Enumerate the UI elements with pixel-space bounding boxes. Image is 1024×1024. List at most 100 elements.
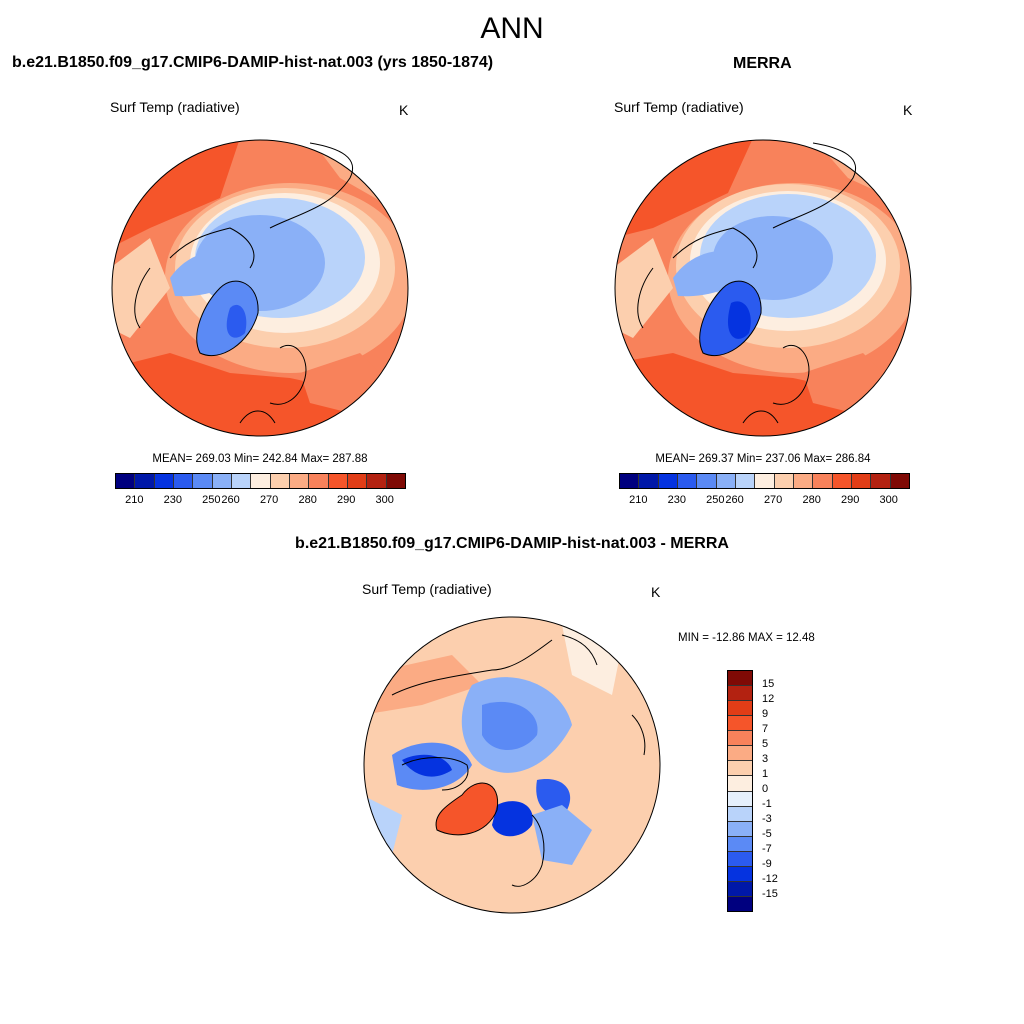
panel-3-colorbar-segment [728,745,752,761]
panel-1-colorbar-tick-label: 210 [125,494,144,506]
panel-3-colorbar-segment [728,835,752,851]
panel-3-coastline-scandinavia [511,814,545,887]
panel-1-colorbar-segment [346,474,367,488]
panel-2-colorbar-tick-label: 210 [629,494,648,506]
panel-1-colorbar-segment [385,474,405,488]
panel-3-strong-negative [492,801,533,837]
panel-1-coastline-a [169,227,255,269]
panel-1-colorbar-tick-label: 250 [202,494,221,506]
panel-3-colorbar-tick-label: 12 [762,693,775,705]
panel-3-colorbar-tick-label: -7 [762,843,772,855]
panel-2-colorbar-segment [638,474,658,488]
panel-1-colorbar-tick-label: 230 [163,494,182,506]
panel-1-coastline-europe [269,345,307,405]
panel-2-colorbar-segment [889,474,909,488]
panel-3-colorbar-segment [728,850,752,866]
panel-1-colorbar-segment [288,474,309,488]
panel-2-coastline-greenland [699,280,762,357]
panel-3-colorbar-tick-label: -3 [762,813,772,825]
panel-3-colorbar-segment [728,760,752,776]
panel-1-colorbar-tick-label: 280 [298,494,317,506]
panel-2-coastline-uk [742,410,779,424]
panel-1-colorbar-segment [116,474,135,488]
panel-2-colorbar-tick-label: 300 [879,494,898,506]
panel-2-stats: MEAN= 269.37 Min= 237.06 Max= 286.84 [655,453,871,465]
panel-2-colorbar-segment [754,474,774,488]
panel-2-arctic-ocean [713,216,833,300]
panel-3-colorbar-tick-label: 5 [762,738,769,750]
panel-2-colorbar-ticks: 210 230 250 260 270 280 290 300 [619,494,908,508]
panel-3-coastline-east [631,714,646,756]
panel-1-colorbar-tick-label: 300 [375,494,394,506]
panel-3-coastline-archipelago [401,757,469,791]
panel-2-colorbar-tick-label: 260 [725,494,744,506]
panel-1-colorbar-segment [366,474,386,488]
panel-3-variable-label: Surf Temp (radiative) [362,581,492,597]
panel-1-map-border [111,139,409,437]
panel-1-canadian-archipelago [170,251,250,297]
figure-title: ANN [480,12,544,45]
panel-3-colorbar-tick-label: 9 [762,708,769,720]
panel-1-colorbar-segment [153,474,173,488]
panel-2-greenland-core [727,301,751,339]
panel-1-colorbar-segment [211,474,231,488]
panel-3-title: b.e21.B1850.f09_g17.CMIP6-DAMIP-hist-nat… [295,535,729,552]
panel-1-colorbar-tick-label: 270 [259,494,279,506]
panel-2-colorbar-segment [792,474,813,488]
panel-1-colorbar-segment [134,474,154,488]
panel-2-map-border [614,139,912,437]
panel-1-coastline-siberia [269,142,353,229]
panel-1-variable-label: Surf Temp (radiative) [110,99,240,115]
panel-2-coastline-alaska [637,267,654,329]
panel-3-colorbar-tick-label: 7 [762,723,769,735]
panel-3-colorbar-segment [728,715,752,731]
panel-1-colorbar-segment [308,474,328,488]
panel-1-colorbar-segment [230,474,251,488]
panel-3-colorbar-tick-label: -5 [762,828,772,840]
panel-1-alaska-region [112,238,170,338]
panel-1-colorbar-segment [269,474,289,488]
panel-2-colorbar-tick-label: 270 [763,494,783,506]
panel-2-units-label: K [903,102,913,118]
panel-2-colorbar-segment [620,474,639,488]
panel-1-colorbar-tick-label: 290 [337,494,356,506]
panel-1-colorbar [115,473,406,489]
panel-3-greenland-positive [436,783,498,835]
panel-3-colorbar-tick-label: 15 [762,678,775,690]
panel-2-colorbar-segment [657,474,677,488]
panel-3-colorbar-tick-label: -15 [762,888,778,900]
panel-3-colorbar-segment [728,790,752,806]
panel-2-variable-label: Surf Temp (radiative) [614,99,744,115]
panel-3-colorbar-segment [728,730,752,746]
panel-2-colorbar [619,473,910,489]
panel-3-colorbar-ticks: 15 12 9 7 5 3 1 0 -1 -3 -5 -7 -9 -12 -15 [762,670,802,910]
panel-3-stats: MIN = -12.86 MAX = 12.48 [678,632,815,644]
panel-2-colorbar-tick-label: 280 [802,494,821,506]
panel-2-colorbar-segment [715,474,735,488]
panel-1-colorbar-tick-label: 260 [221,494,240,506]
panel-3-colorbar-segment [728,671,752,686]
panel-2-canadian-archipelago [673,251,753,297]
panel-2-colorbar-segment [870,474,890,488]
panel-3-colorbar-tick-label: 1 [762,768,769,780]
panel-2-colorbar-segment [734,474,755,488]
panel-3-polar-map [363,616,661,914]
panel-2-colorbar-segment [773,474,793,488]
panel-1-title: b.e21.B1850.f09_g17.CMIP6-DAMIP-hist-nat… [12,54,494,71]
panel-3-colorbar-segment [728,880,752,896]
panel-2-title: MERRA [733,55,792,72]
panel-2-coastline-siberia [772,142,856,229]
panel-1-coastline-uk [239,410,276,424]
panel-3-colorbar-tick-label: 3 [762,753,769,765]
panel-2-colorbar-segment [676,474,697,488]
panel-1-colorbar-segment [250,474,270,488]
panel-2-colorbar-segment [831,474,851,488]
panel-3-colorbar-tick-label: -12 [762,873,778,885]
panel-3-colorbar [727,670,753,912]
panel-1-coastline-greenland [196,280,259,357]
panel-1-stats: MEAN= 269.03 Min= 242.84 Max= 287.88 [152,453,368,465]
panel-3-coastline-greenland [435,782,499,836]
panel-2-colorbar-tick-label: 290 [841,494,860,506]
panel-3-arctic-core [482,701,538,750]
panel-1-colorbar-ticks: 210 230 250 260 270 280 290 300 [115,494,404,508]
